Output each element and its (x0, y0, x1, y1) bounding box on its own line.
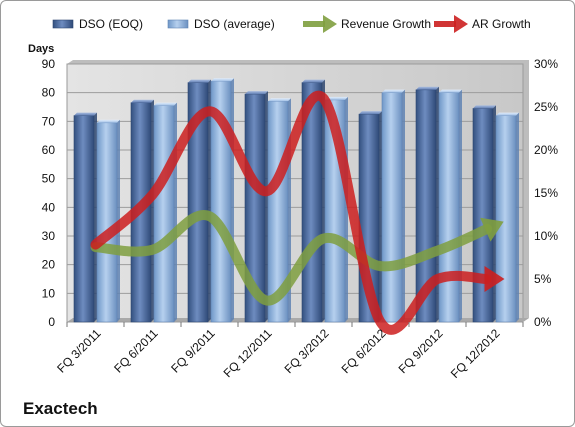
y2-tick-label: 0% (534, 315, 552, 329)
bar-side (402, 89, 405, 323)
bar-side (322, 79, 325, 322)
bar-cap (188, 79, 211, 83)
series-arrowhead (480, 217, 504, 242)
x-tick-label: FQ 9/2012 (396, 326, 446, 376)
bar-cap (211, 78, 234, 82)
y-tick-label: 50 (42, 172, 56, 186)
y-tick-label: 20 (42, 258, 56, 272)
y-axis-title: Days (28, 43, 55, 55)
y-tick-label: 40 (42, 200, 56, 214)
x-tick-label: FQ 3/2012 (282, 326, 332, 376)
y2-tick-label: 20% (534, 143, 558, 157)
x-tick-label: FQ 12/2011 (221, 326, 275, 380)
bar-side (208, 79, 211, 322)
bar-cap (245, 91, 268, 95)
company-name: Exactech (23, 399, 98, 418)
bar-cap (74, 112, 97, 116)
bar-side (436, 86, 439, 322)
series-arrowhead (484, 266, 505, 292)
bar (73, 115, 95, 323)
bar-cap (382, 89, 405, 93)
legend-swatch (52, 19, 74, 29)
bar-side (379, 111, 382, 323)
bar-cap (97, 119, 120, 123)
series-line (90, 90, 492, 335)
bar-cap (416, 86, 439, 90)
x-tick-label: FQ 3/2011 (54, 326, 104, 376)
bar-side (493, 105, 496, 322)
bar (438, 92, 460, 323)
x-tick-label: FQ 6/2012 (339, 326, 389, 376)
bar (495, 115, 517, 323)
series-line (90, 210, 493, 306)
y-tick-label: 90 (42, 57, 56, 71)
bar (472, 108, 494, 323)
bar-side (516, 112, 519, 322)
bar-cap (154, 102, 177, 106)
x-tick-label: FQ 9/2011 (168, 326, 218, 376)
x-tick-label: FQ 12/2012 (448, 326, 503, 381)
y2-tick-label: 5% (534, 272, 552, 286)
y-tick-label: 70 (42, 114, 56, 128)
bar-side (174, 102, 177, 322)
legend-label: DSO (EOQ) (79, 17, 143, 31)
bar-cap (359, 111, 382, 115)
y-tick-label: 80 (42, 86, 56, 100)
y2-tick-label: 15% (534, 186, 558, 200)
bar-cap (302, 79, 325, 83)
y2-tick-label: 25% (534, 100, 558, 114)
legend-swatch (167, 19, 189, 29)
legend-label: DSO (average) (194, 17, 275, 31)
bar (96, 122, 118, 323)
legend-swatch-head (323, 15, 337, 33)
y-tick-label: 60 (42, 143, 56, 157)
bar-side (94, 112, 97, 322)
bar-side (459, 89, 462, 323)
bar-cap (496, 112, 519, 116)
y-tick-label: 10 (42, 286, 56, 300)
bar-side (265, 91, 268, 322)
bar-cap (325, 96, 348, 100)
bar-cap (439, 89, 462, 93)
bar-cap (473, 105, 496, 109)
bar-cap (268, 98, 291, 102)
bar-side (231, 78, 234, 322)
x-tick-label: FQ 6/2011 (111, 326, 161, 376)
y2-tick-label: 10% (534, 229, 558, 243)
plot-floor (67, 318, 529, 322)
bar (153, 105, 175, 323)
y2-tick-label: 30% (534, 57, 558, 71)
legend-label: Revenue Growth (341, 17, 431, 31)
legend-swatch-head (454, 15, 468, 33)
bar (381, 92, 403, 323)
y-tick-label: 30 (42, 229, 56, 243)
legend-label: AR Growth (472, 17, 531, 31)
bar-cap (131, 99, 154, 103)
bar-side (151, 99, 154, 322)
y-tick-label: 0 (48, 315, 55, 329)
